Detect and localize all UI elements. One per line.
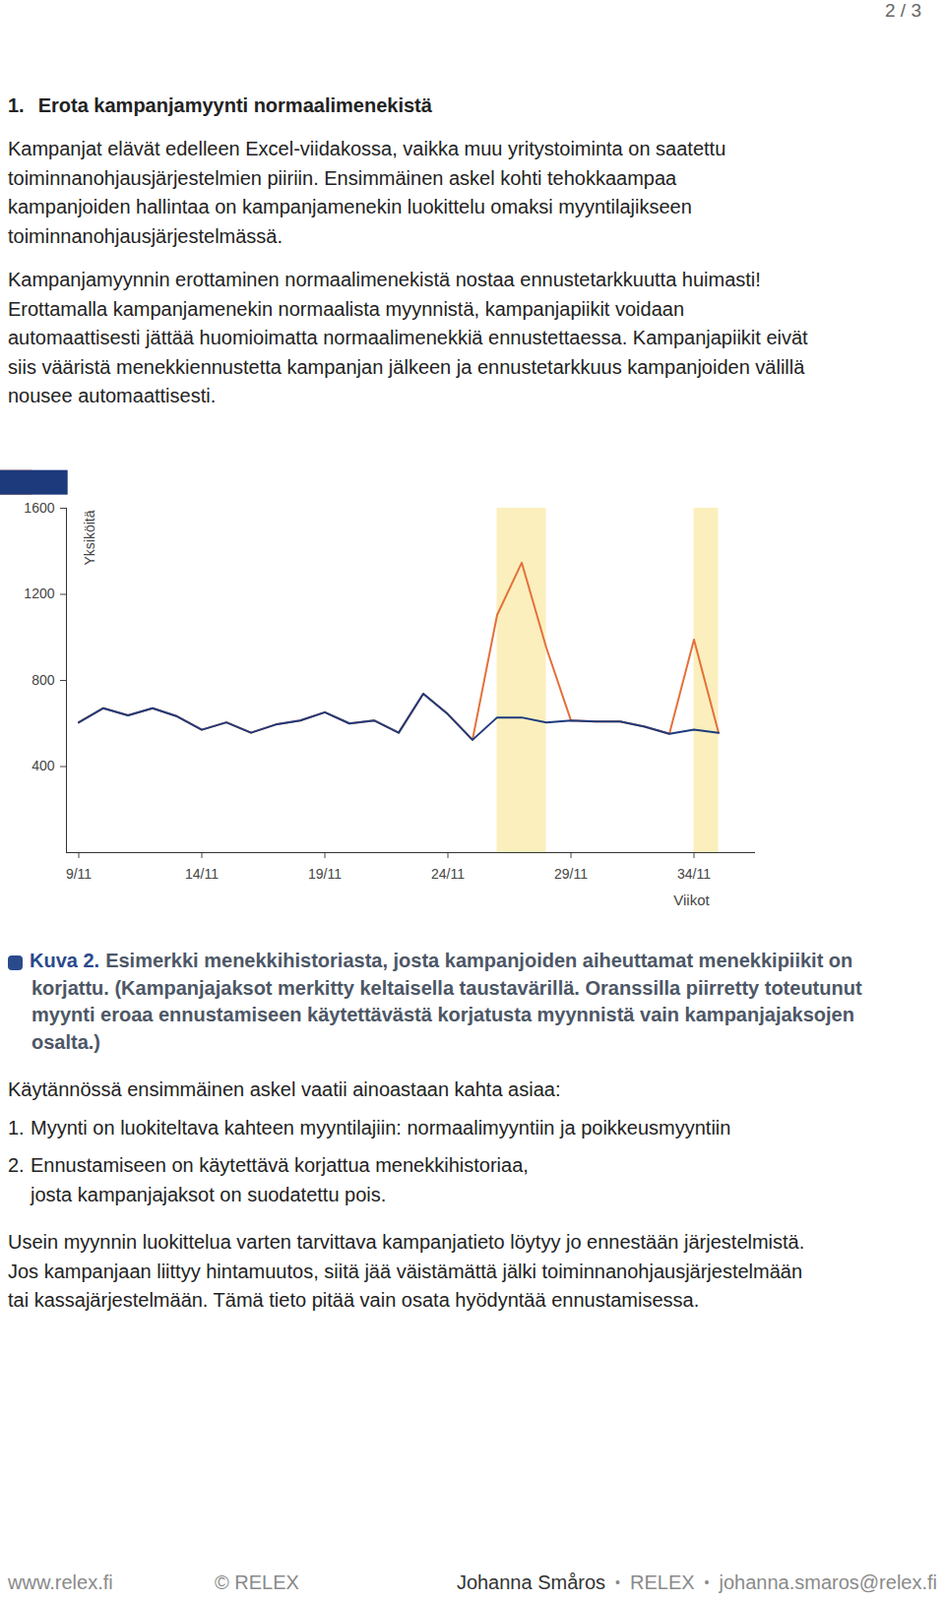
svg-text:Yksiköitä: Yksiköitä [81,509,98,566]
svg-text:29/11: 29/11 [554,866,588,882]
html-text:nousee automaattisesti.: nousee automaattisesti. [7,384,216,407]
html-text:RELEX: RELEX [630,1572,695,1594]
html-text:josta kampanjajaksot on suodat: josta kampanjajaksot on suodatettu pois. [30,1183,387,1206]
html-text:automaattisesti jättää huomioi: automaattisesti jättää huomioimatta norm… [7,326,808,349]
html-text:osalta.): osalta.) [31,1031,101,1053]
svg-text:MYYNTI: MYYNTI [431,593,480,609]
html-text:korjattu. (Kampanjajaksot merk: korjattu. (Kampanjajaksot merkitty kelta… [31,976,862,999]
svg-text:400: 400 [31,757,56,774]
html-text:Jos kampanjaan liittyy hintamu: Jos kampanjaan liittyy hintamuutos, siit… [7,1260,803,1283]
html-text:Erota kampanjamyynti normaalim: Erota kampanjamyynti normaalimenekistä [38,94,432,117]
html-text:Usein myynnin luokittelua vart: Usein myynnin luokittelua varten tarvitt… [7,1231,805,1254]
html-text:1.: 1. [7,94,25,117]
html-text:kampanjoiden hallintaa on kamp: kampanjoiden hallintaa on kampanjameneki… [7,195,692,218]
svg-text:800: 800 [31,672,56,689]
html-text:Johanna Småros: Johanna Småros [456,1572,606,1594]
svg-text:Viikot: Viikot [673,891,710,909]
html-text:Kuva 2. Esimerkki menekkihisto: Kuva 2. Esimerkki menekkihistoriasta, jo… [29,949,853,972]
svg-text:9/11: 9/11 [65,866,92,882]
html-text:johanna.smaros@relex.fi: johanna.smaros@relex.fi [719,1572,938,1594]
html-text:Käytännössä ensimmäinen askel: Käytännössä ensimmäinen askel vaatii ain… [7,1078,561,1101]
svg-text:24/11: 24/11 [431,866,465,882]
html-text:2. Ennustamiseen on käytettävä: 2. Ennustamiseen on käytettävä korjattua… [7,1154,529,1177]
svg-text:34/11: 34/11 [677,866,711,882]
html-text:2 / 3: 2 / 3 [884,0,922,21]
html-text:toiminnanohjausjärjestelmien p: toiminnanohjausjärjestelmien piiriin. En… [7,166,677,189]
html-text:myynti eroaa ennustamiseen käy: myynti eroaa ennustamiseen käytettävästä… [31,1004,855,1026]
html-text:Erottamalla kampanjamenekin no: Erottamalla kampanjamenekin normaalista … [7,297,685,320]
html-text:Kampanjat elävät edelleen Exce: Kampanjat elävät edelleen Excel-viidakos… [7,137,726,160]
svg-text:1600: 1600 [23,500,55,516]
svg-text:19/11: 19/11 [308,866,342,882]
svg-text:KORJATTU MYYNTI: KORJATTU MYYNTI [198,673,317,689]
html-text:tai kassajärjestelmään. Tämä t: tai kassajärjestelmään. Tämä tieto pitää… [7,1289,700,1312]
svg-text:1200: 1200 [23,585,55,602]
html-text:toiminnanohjausjärjestelmässä.: toiminnanohjausjärjestelmässä. [7,224,283,247]
html-text:1. Myynti on luokiteltava kaht: 1. Myynti on luokiteltava kahteen myynti… [7,1117,731,1139]
html-text:siis vääristä menekkiennustett: siis vääristä menekkiennustetta kampanja… [7,355,805,378]
html-text:www.relex.fi: www.relex.fi [7,1572,113,1594]
svg-text:14/11: 14/11 [185,866,219,882]
html-text:© RELEX: © RELEX [214,1572,300,1594]
html-text:Kampanjamyynnin erottaminen no: Kampanjamyynnin erottaminen normaalimene… [7,268,761,291]
